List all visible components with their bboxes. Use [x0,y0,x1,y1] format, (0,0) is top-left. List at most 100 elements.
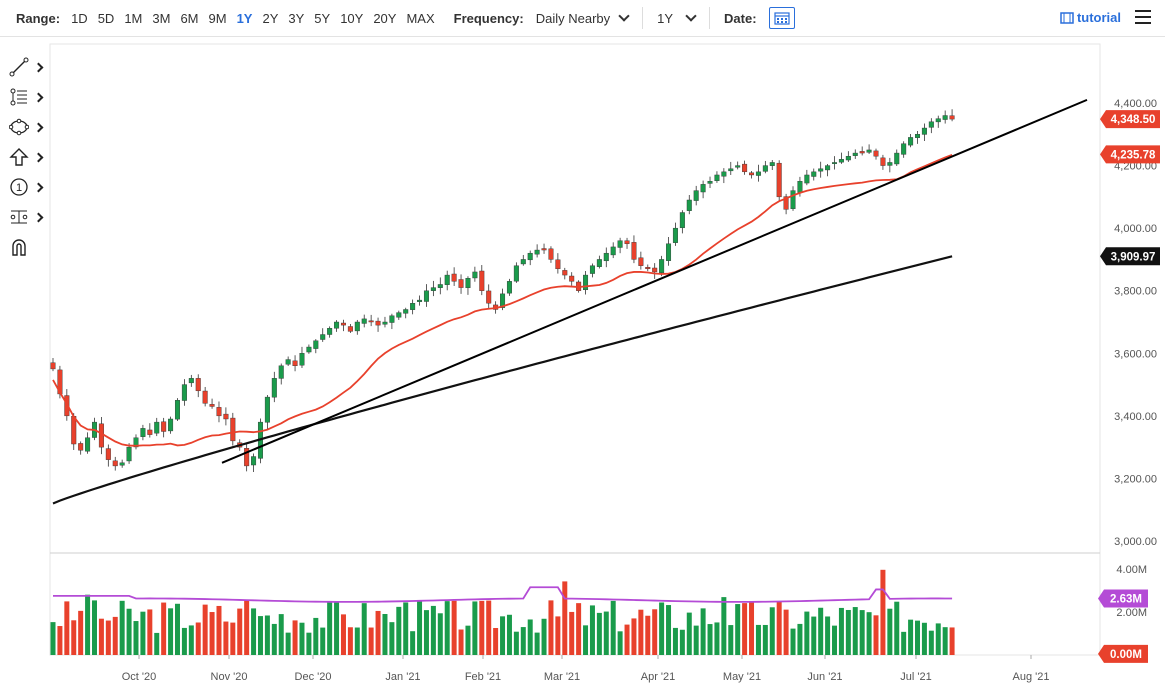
svg-text:1: 1 [16,182,22,194]
time-tick-label: Mar '21 [544,671,580,683]
volume-bar [154,632,160,655]
candle-body [707,181,713,184]
candle-body [652,267,658,273]
volume-bar [472,601,478,655]
candle-body [942,115,948,120]
candle-body [112,460,118,467]
volume-bar [576,603,582,655]
volume-bar [368,627,374,655]
price-tick-label: 3,800.00 [1114,286,1157,298]
volume-bar [915,620,921,655]
volume-bar [942,627,948,655]
candle-body [361,318,367,324]
volume-bar [313,617,319,655]
volume-bar [451,600,457,655]
candle-body [423,290,429,302]
period-select[interactable]: 1Y [657,10,697,26]
volume-bar [361,603,367,655]
volume-bar [520,627,526,655]
volume-bar [78,610,84,655]
menu-icon[interactable] [1135,10,1151,24]
tool-magnet[interactable] [0,232,48,262]
magnet-icon [12,239,26,256]
range-button-2y[interactable]: 2Y [262,10,279,26]
shape-icon [9,118,29,136]
candle-body [873,150,879,157]
volume-bar [901,631,907,655]
volume-bar [776,601,782,655]
candle-body [181,384,187,401]
long-ma-label: 3,909.97 [1111,251,1156,263]
volume-bar [742,603,748,655]
range-button-20y[interactable]: 20Y [373,10,397,26]
range-button-1y[interactable]: 1Y [236,10,253,26]
candle-body [216,407,222,417]
volume-bar [728,625,734,655]
calendar-button[interactable] [768,7,795,29]
candle-body [264,396,270,423]
volume-bar [797,623,803,655]
volume-tick-label: 2.00M [1116,607,1147,619]
volume-bar [223,621,229,655]
volume-bar [71,620,77,655]
range-button-1m[interactable]: 1M [124,10,143,26]
candle-body [576,281,582,291]
range-button-5d[interactable]: 5D [97,10,115,26]
volume-bar [50,622,56,655]
volume-bar [389,622,395,655]
candle-body [790,190,796,209]
fib-icon [10,88,27,106]
volume-bar [327,601,333,655]
tool-measure[interactable] [0,202,48,232]
candle-body [617,240,623,248]
range-button-10y[interactable]: 10Y [340,10,364,26]
tool-number[interactable]: 1 [0,172,48,202]
volume-bar [790,628,796,655]
volume-bar [534,632,540,655]
tool-arrow[interactable] [0,142,48,172]
range-button-3m[interactable]: 3M [152,10,171,26]
tutorial-link[interactable]: tutorial [1060,10,1121,25]
range-button-9m[interactable]: 9M [208,10,227,26]
chevron-right-icon [33,152,44,162]
frequency-select[interactable]: Daily Nearby [536,10,630,26]
volume-bar [866,612,872,655]
volume-bar [700,608,706,655]
candle-body [313,340,319,349]
range-button-max[interactable]: MAX [406,10,435,26]
range-button-1d[interactable]: 1D [71,10,88,26]
range-button-6m[interactable]: 6M [180,10,199,26]
tool-fibonacci[interactable] [0,82,48,112]
tool-shape[interactable] [0,112,48,142]
candle-body [735,165,741,168]
candle-body [603,252,609,262]
candle-body [140,428,146,437]
candle-body [811,171,817,177]
candle-body [417,299,423,302]
volume-bar [465,625,471,655]
candle-body [451,273,457,282]
candle-body [921,127,927,135]
volume-bar [838,607,844,655]
time-tick-label: Jul '21 [900,671,931,683]
candle-body [728,168,734,172]
candle-body [541,248,547,251]
range-button-5y[interactable]: 5Y [314,10,331,26]
candle-body [562,270,568,276]
volume-bar [334,602,340,655]
candle-body [188,378,194,384]
candle-body [430,287,436,291]
short-ma-label-tag [1100,145,1160,164]
volume-bar [354,627,360,655]
volume-bar [195,622,201,655]
range-button-3y[interactable]: 3Y [288,10,305,26]
volume-tick-label: 4.00M [1116,564,1147,576]
candle-body [458,279,464,288]
candle-body [776,162,782,198]
tool-line[interactable] [0,52,48,82]
volume-bar [845,609,851,655]
candle-body [596,259,602,267]
candle-body [845,155,851,161]
candle-body [804,174,810,184]
volume-bar [306,632,312,655]
